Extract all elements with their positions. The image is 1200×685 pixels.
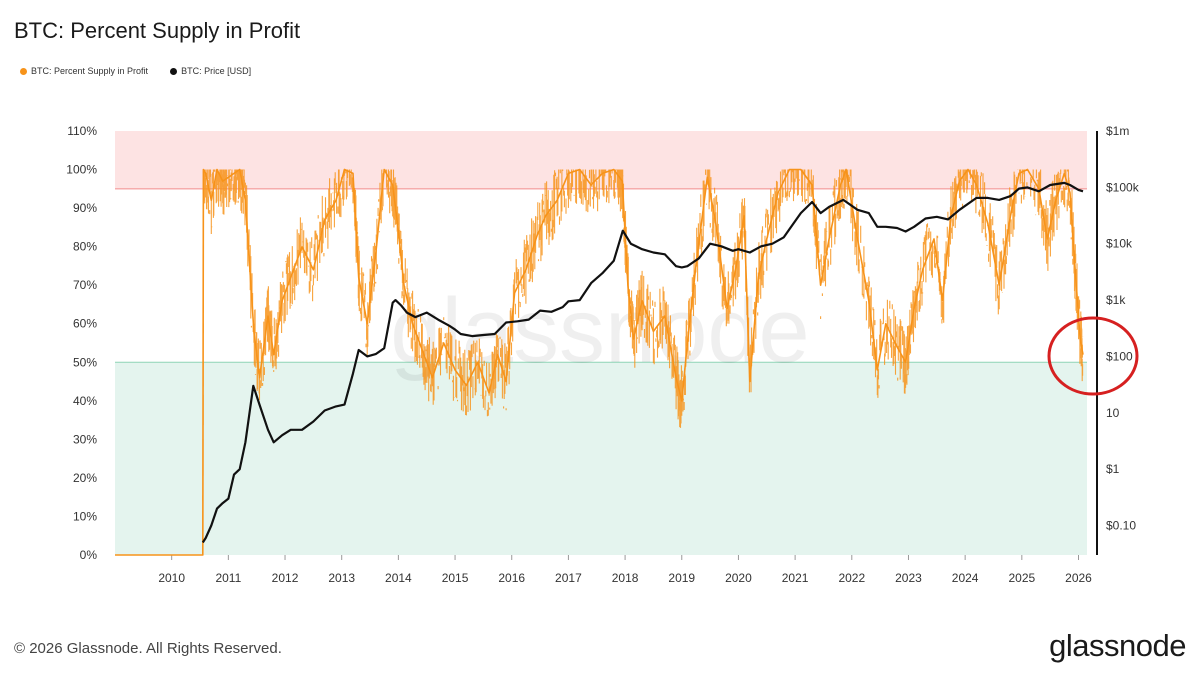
y-left-tick-label: 90% [73, 201, 97, 215]
chart-legend: BTC: Percent Supply in Profit BTC: Price… [20, 66, 251, 76]
y-left-tick-label: 0% [80, 548, 98, 562]
x-tick-label: 2016 [498, 571, 525, 585]
chart-title: BTC: Percent Supply in Profit [14, 18, 301, 43]
y-right-tick-label: 10 [1106, 406, 1120, 420]
y-right-tick-label: $0.10 [1106, 519, 1136, 533]
profit-low-band [115, 362, 1087, 555]
glassnode-logo: glassnode [1049, 628, 1186, 663]
copyright-text: © 2026 Glassnode. All Rights Reserved. [14, 640, 282, 657]
y-left-tick-label: 60% [73, 317, 97, 331]
y-left-tick-label: 50% [73, 355, 97, 369]
legend-item-supply-in-profit[interactable]: BTC: Percent Supply in Profit [20, 66, 148, 76]
x-tick-label: 2010 [158, 571, 185, 585]
x-tick-label: 2012 [272, 571, 299, 585]
x-tick-label: 2022 [838, 571, 865, 585]
y-left-tick-label: 110% [67, 124, 97, 138]
x-tick-label: 2023 [895, 571, 922, 585]
legend-label: BTC: Percent Supply in Profit [31, 66, 149, 76]
x-tick-label: 2013 [328, 571, 355, 585]
price-line [201, 181, 1084, 544]
y-left-tick-label: 20% [73, 471, 97, 485]
x-tick-label: 2015 [442, 571, 469, 585]
supply-in-profit-noise [202, 169, 1084, 530]
x-tick-label: 2020 [725, 571, 752, 585]
y-left-tick-label: 40% [73, 394, 97, 408]
y-left-tick-label: 10% [73, 509, 97, 523]
x-tick-label: 2014 [385, 571, 412, 585]
y-right-tick-label: $100 [1106, 349, 1133, 363]
y-left-tick-label: 80% [73, 240, 97, 254]
y-right-tick-label: $10k [1106, 237, 1133, 251]
annotation-circle [1047, 316, 1139, 396]
legend-label: BTC: Price [USD] [181, 66, 252, 76]
y-right-tick-label: $1 [1106, 462, 1120, 476]
y-left-tick-label: 30% [73, 432, 97, 446]
legend-item-price[interactable]: BTC: Price [USD] [170, 66, 251, 76]
legend-dot-black [170, 67, 178, 75]
legend-dot-orange [20, 67, 27, 75]
x-tick-label: 2024 [952, 571, 979, 585]
x-tick-label: 2019 [668, 571, 695, 585]
y-left-tick-label: 100% [66, 163, 97, 177]
x-tick-label: 2026 [1065, 571, 1092, 585]
profit-high-band [115, 131, 1087, 189]
x-tick-label: 2021 [782, 571, 809, 585]
y-right-tick-label: $100k [1106, 180, 1140, 194]
y-right-tick-label: $1k [1106, 293, 1126, 307]
x-tick-label: 2018 [612, 571, 639, 585]
y-right-tick-label: $1m [1106, 124, 1129, 138]
x-tick-label: 2025 [1008, 571, 1035, 585]
x-tick-label: 2017 [555, 571, 582, 585]
y-left-tick-label: 70% [73, 278, 97, 292]
x-tick-label: 2011 [215, 571, 241, 585]
